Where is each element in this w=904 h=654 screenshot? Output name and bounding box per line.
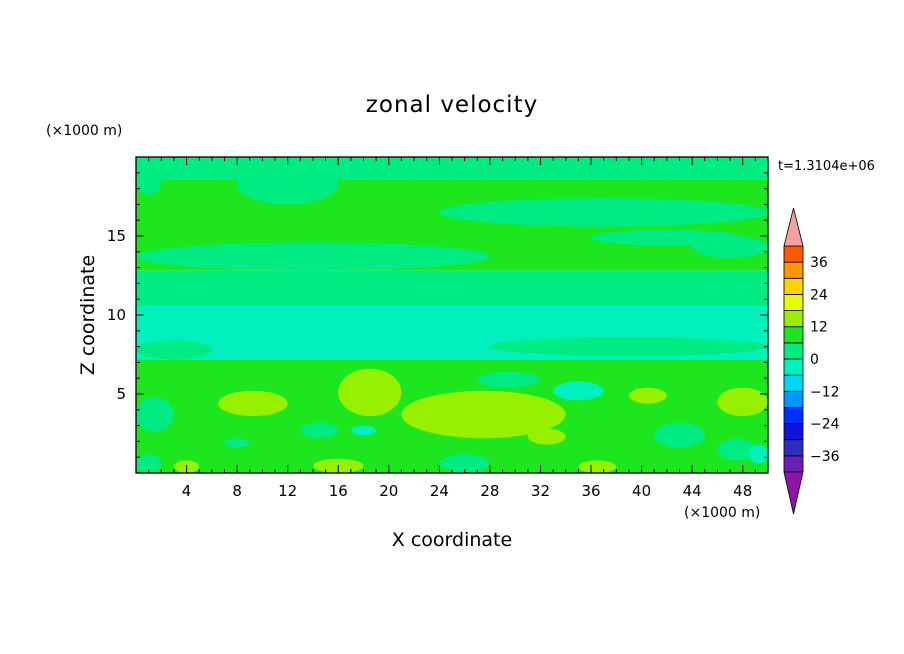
colorbar-tick-label: −12 — [810, 384, 840, 400]
colorbar-level — [783, 342, 804, 360]
contour-region — [439, 454, 490, 473]
contour-region — [136, 340, 212, 360]
colorbar-level — [783, 326, 804, 344]
contour-region — [477, 371, 541, 388]
y-axis-label: Z coordinate — [77, 255, 99, 375]
contour-region — [527, 428, 566, 445]
chart-title: zonal velocity — [366, 92, 538, 118]
colorbar-level — [783, 390, 804, 408]
x-tick-label: 24 — [430, 482, 449, 500]
x-axis-unit: (×1000 m) — [684, 505, 760, 521]
contour-region — [749, 444, 768, 464]
colorbar-level — [783, 294, 804, 311]
colorbar-level — [783, 455, 804, 473]
contour-region — [136, 397, 174, 432]
colorbar-level — [783, 439, 804, 457]
colorbar-tick-label: 36 — [810, 255, 828, 271]
colorbar-level — [783, 374, 804, 392]
x-tick-label: 12 — [278, 482, 297, 500]
x-tick-label: 44 — [683, 482, 702, 500]
x-tick-label: 48 — [733, 482, 752, 500]
contour-region — [338, 368, 402, 417]
colorbar: 36 24 12 0 −12 −24 −36 — [783, 207, 840, 515]
x-axis-label: X coordinate — [392, 529, 512, 551]
contour-region — [218, 390, 288, 417]
colorbar-under-triangle — [783, 471, 804, 515]
y-axis-unit: (×1000 m) — [46, 123, 122, 139]
x-tick-label: 28 — [480, 482, 499, 500]
colorbar-tick-label: −24 — [810, 417, 840, 433]
colorbar-over-triangle — [783, 207, 804, 247]
y-tick-label: 15 — [107, 227, 126, 245]
contour-region — [717, 387, 768, 417]
contour-region — [628, 387, 667, 404]
contour-region — [136, 242, 490, 271]
x-tick-label: 16 — [329, 482, 348, 500]
contour-region — [553, 381, 604, 401]
colorbar-level — [783, 310, 804, 328]
contour-region — [350, 425, 377, 436]
x-tick-label: 8 — [232, 482, 242, 500]
contour-region — [489, 337, 768, 357]
colorbar-level — [783, 245, 804, 263]
y-tick-label: 5 — [116, 385, 126, 403]
colorbar-tick-label: 0 — [810, 352, 819, 368]
contour-region — [401, 390, 566, 439]
contour-region — [262, 289, 516, 306]
contour-fill — [136, 157, 768, 473]
colorbar-level — [783, 423, 804, 441]
contour-region — [136, 166, 162, 195]
colorbar-level — [783, 261, 804, 279]
contour-region — [654, 422, 705, 448]
colorbar-level — [783, 277, 804, 295]
contour-region — [578, 460, 617, 473]
contour-region — [717, 438, 756, 461]
x-tick-label: 4 — [182, 482, 192, 500]
colorbar-level — [783, 358, 804, 376]
colorbar-level — [783, 407, 804, 424]
contour-region — [136, 454, 162, 473]
contour-region — [300, 422, 339, 439]
time-label: t=1.3104e+06 — [778, 159, 875, 174]
contour-region — [439, 198, 768, 227]
y-tick-label: 10 — [107, 306, 126, 324]
x-tick-label: 32 — [531, 482, 550, 500]
contour-region — [692, 236, 768, 259]
x-tick-label: 36 — [581, 482, 600, 500]
colorbar-tick-label: −36 — [810, 449, 840, 465]
colorbar-tick-label: 12 — [810, 320, 828, 336]
plot-area — [136, 157, 768, 473]
contour-region — [237, 163, 339, 205]
x-tick-label: 20 — [379, 482, 398, 500]
contour-region — [224, 438, 250, 448]
x-tick-label: 40 — [632, 482, 651, 500]
colorbar-tick-label: 24 — [810, 287, 828, 303]
